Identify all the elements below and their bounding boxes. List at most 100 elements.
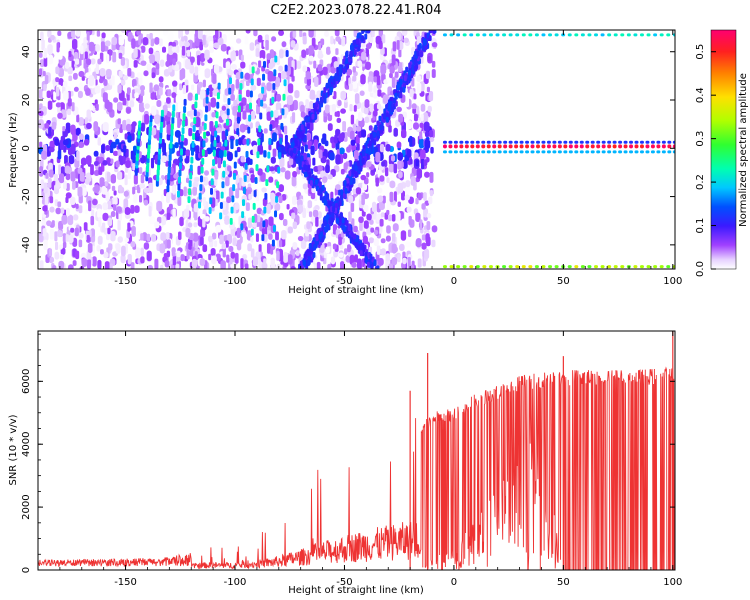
heatmap-cell bbox=[396, 39, 400, 50]
heatmap-cell bbox=[430, 146, 434, 154]
heatmap-cell bbox=[274, 210, 278, 218]
heatmap-cell bbox=[39, 260, 44, 269]
heatmap-cell bbox=[170, 123, 174, 131]
heatmap-cell bbox=[55, 102, 62, 108]
heatmap-cell bbox=[305, 48, 309, 55]
heatmap-cell bbox=[250, 78, 254, 86]
heatmap-cell bbox=[53, 91, 57, 101]
heatmap-cell bbox=[231, 63, 237, 70]
heatmap-cell bbox=[88, 41, 95, 52]
heatmap-cell bbox=[283, 125, 288, 135]
heatmap-cell bbox=[308, 211, 313, 218]
heatmap-cell bbox=[217, 157, 222, 169]
heatmap-cell bbox=[354, 254, 358, 263]
heatmap-cell bbox=[530, 140, 535, 144]
heatmap-cell bbox=[192, 125, 196, 133]
heatmap-cell bbox=[354, 171, 358, 178]
heatmap-cell bbox=[612, 140, 617, 144]
heatmap-cell bbox=[297, 204, 304, 214]
heatmap-cell bbox=[525, 144, 530, 149]
heatmap-cell bbox=[282, 93, 286, 101]
heatmap-cell bbox=[417, 192, 422, 201]
heatmap-cell bbox=[661, 140, 666, 144]
heatmap-cell bbox=[295, 250, 300, 256]
heatmap-cell bbox=[266, 203, 271, 214]
heatmap-cell bbox=[229, 223, 235, 230]
heatmap-cell bbox=[429, 189, 433, 197]
heatmap-cell bbox=[280, 257, 284, 265]
heatmap-cell bbox=[312, 157, 316, 166]
heatmap-cell bbox=[497, 150, 502, 154]
heatmap-cell bbox=[482, 265, 487, 269]
snr-line bbox=[38, 366, 675, 570]
heatmap-cell bbox=[325, 192, 329, 199]
heatmap-cell bbox=[240, 258, 244, 269]
heatmap-cell bbox=[201, 149, 205, 157]
heatmap-cell bbox=[48, 126, 52, 137]
heatmap-cell bbox=[103, 79, 108, 86]
heatmap-cell bbox=[198, 201, 202, 209]
heatmap-cell bbox=[287, 83, 294, 94]
heatmap-cell bbox=[340, 108, 346, 114]
heatmap-cell bbox=[585, 140, 590, 144]
heatmap-cell bbox=[205, 105, 209, 113]
heatmap-cell bbox=[214, 171, 219, 180]
heatmap-cell bbox=[406, 206, 412, 213]
heatmap-cell bbox=[331, 103, 336, 113]
heatmap-cell bbox=[213, 140, 217, 148]
heatmap-cell bbox=[277, 166, 281, 174]
heatmap-cell bbox=[232, 237, 237, 246]
heatmap-cell bbox=[47, 177, 52, 188]
heatmap-cell bbox=[291, 112, 296, 123]
heatmap-cell bbox=[57, 201, 62, 208]
heatmap-cell bbox=[339, 147, 345, 155]
heatmap-cell bbox=[75, 30, 81, 37]
heatmap-cell bbox=[330, 256, 336, 265]
heatmap-cell bbox=[132, 152, 136, 164]
heatmap-cell bbox=[212, 232, 217, 240]
heatmap-cell bbox=[46, 90, 51, 99]
heatmap-cell bbox=[345, 219, 349, 226]
heatmap-cell bbox=[234, 150, 238, 158]
heatmap-cell bbox=[186, 49, 191, 57]
heatmap-cell bbox=[286, 204, 290, 210]
heatmap-cell bbox=[386, 177, 390, 184]
heatmap-cell bbox=[182, 120, 186, 128]
heatmap-cell bbox=[567, 265, 572, 269]
heatmap-cell bbox=[183, 138, 188, 146]
heatmap-cell bbox=[365, 161, 372, 168]
heatmap-cell bbox=[61, 214, 68, 225]
heatmap-cell bbox=[77, 186, 83, 197]
heatmap-cell bbox=[118, 70, 123, 78]
heatmap-cell bbox=[81, 258, 88, 267]
heatmap-cell bbox=[60, 207, 65, 214]
heatmap-cell bbox=[338, 200, 342, 207]
heatmap-cell bbox=[47, 100, 53, 110]
heatmap-cell bbox=[331, 212, 335, 219]
heatmap-cell bbox=[166, 179, 170, 187]
heatmap-cell bbox=[369, 219, 374, 225]
heatmap-cell bbox=[230, 50, 236, 62]
heatmap-cell bbox=[86, 31, 90, 41]
heatmap-cell bbox=[124, 207, 131, 216]
heatmap-cell bbox=[462, 265, 467, 269]
heatmap-cell bbox=[227, 165, 232, 172]
heatmap-cell bbox=[143, 187, 150, 194]
heatmap-cell bbox=[407, 229, 412, 238]
heatmap-cell bbox=[666, 265, 671, 269]
heatmap-cell bbox=[541, 150, 546, 154]
heatmap-cell bbox=[365, 43, 372, 50]
heatmap-cell bbox=[93, 121, 99, 132]
heatmap-cell bbox=[420, 113, 424, 121]
heatmap-cell bbox=[401, 30, 408, 37]
heatmap-cell bbox=[268, 216, 274, 226]
heatmap-cell bbox=[179, 162, 183, 170]
heatmap-cell bbox=[126, 108, 131, 114]
heatmap-cell bbox=[423, 112, 428, 124]
heatmap-cell bbox=[313, 105, 317, 112]
heatmap-cell bbox=[261, 86, 265, 94]
heatmap-cell bbox=[267, 70, 274, 82]
heatmap-cell bbox=[183, 98, 187, 106]
heatmap-cell bbox=[623, 150, 628, 154]
